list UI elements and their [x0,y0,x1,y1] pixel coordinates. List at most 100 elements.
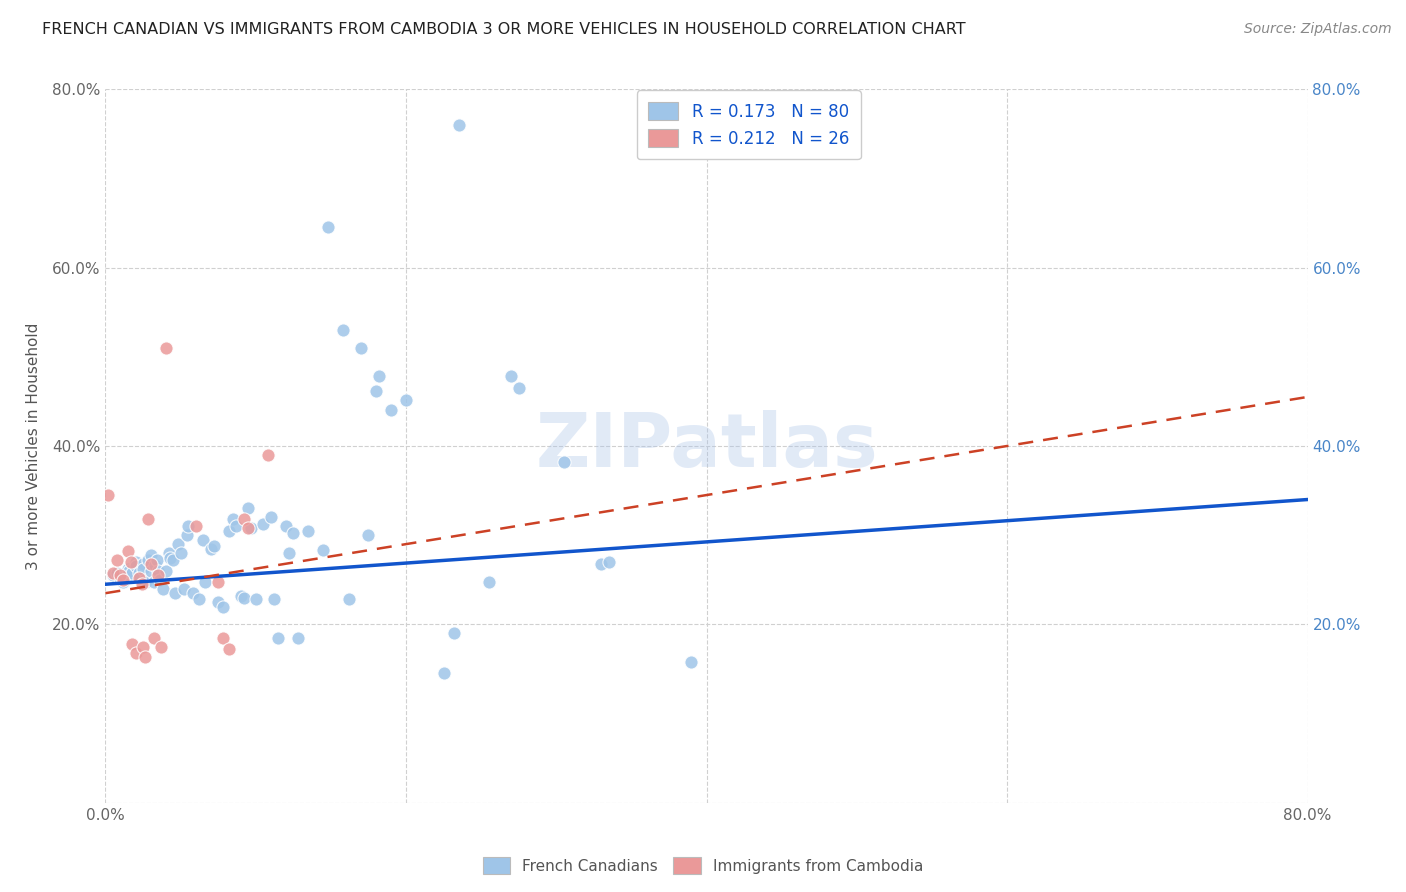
Point [181,586,204,600]
Point [139,564,162,578]
Point [337,592,360,607]
Point [218,524,240,538]
Point [139,548,162,562]
Point [117,544,139,558]
Point [152,582,174,596]
Point [598,555,620,569]
Point [312,543,335,558]
Point [225,519,247,533]
Point [297,524,319,538]
Point [112,573,135,587]
Point [256,448,278,462]
Point [118,564,141,578]
Point [274,519,297,533]
Point [173,582,195,596]
Point [207,595,229,609]
Point [194,574,217,589]
Point [159,550,181,565]
Point [681,655,703,669]
Point [200,541,222,556]
Point [166,537,188,551]
Point [263,592,285,607]
Point [132,562,155,576]
Point [146,564,169,578]
Point [157,546,180,560]
Point [232,512,254,526]
Point [176,528,198,542]
Point [117,562,139,576]
Point [187,592,209,607]
Point [117,568,139,582]
Point [155,564,177,578]
Point [332,323,354,337]
Point [191,533,214,547]
Point [110,571,132,585]
Point [222,512,245,526]
Point [316,220,339,235]
Point [177,519,200,533]
Point [591,557,613,571]
Point [267,631,290,645]
Point [478,574,501,589]
Point [350,341,373,355]
Point [110,568,132,582]
Point [134,573,156,587]
Point [202,539,225,553]
Point [112,574,135,589]
Point [134,650,156,665]
Point [395,392,418,407]
Point [357,528,380,542]
Point [229,589,252,603]
Point [124,646,146,660]
Point [139,557,162,571]
Point [238,501,260,516]
Point [121,566,143,580]
Point [101,566,124,580]
Point [245,592,267,607]
Point [232,591,254,605]
Point [218,642,240,657]
Point [120,555,142,569]
Legend: French Canadians, Immigrants from Cambodia: French Canadians, Immigrants from Cambod… [477,851,929,880]
Point [287,631,309,645]
Point [211,631,233,645]
Point [128,566,150,580]
Point [169,546,191,560]
Point [447,118,470,132]
Point [163,586,186,600]
Point [252,517,274,532]
Point [143,558,166,572]
Point [368,369,391,384]
Point [136,553,159,567]
Point [432,666,454,681]
Point [184,519,207,533]
Point [277,546,299,560]
Point [121,637,143,651]
Text: FRENCH CANADIAN VS IMMIGRANTS FROM CAMBODIA 3 OR MORE VEHICLES IN HOUSEHOLD CORR: FRENCH CANADIAN VS IMMIGRANTS FROM CAMBO… [42,22,966,37]
Point [124,559,146,574]
Point [107,553,129,567]
Point [101,568,124,582]
Point [443,626,465,640]
Point [124,555,146,569]
Point [240,521,263,535]
Text: Source: ZipAtlas.com: Source: ZipAtlas.com [1244,22,1392,37]
Y-axis label: 3 or more Vehicles in Household: 3 or more Vehicles in Household [25,322,41,570]
Point [132,640,155,654]
Point [553,455,575,469]
Point [380,403,402,417]
Point [128,571,150,585]
Point [283,526,305,541]
Point [211,599,233,614]
Point [132,557,155,571]
Point [155,341,177,355]
Text: ZIPatlas: ZIPatlas [536,409,877,483]
Point [145,553,167,567]
Point [129,570,152,584]
Point [260,510,283,524]
Point [150,640,173,654]
Legend: R = 0.173   N = 80, R = 0.212   N = 26: R = 0.173 N = 80, R = 0.212 N = 26 [637,90,860,160]
Point [142,574,165,589]
Point [207,574,229,589]
Point [142,631,165,645]
